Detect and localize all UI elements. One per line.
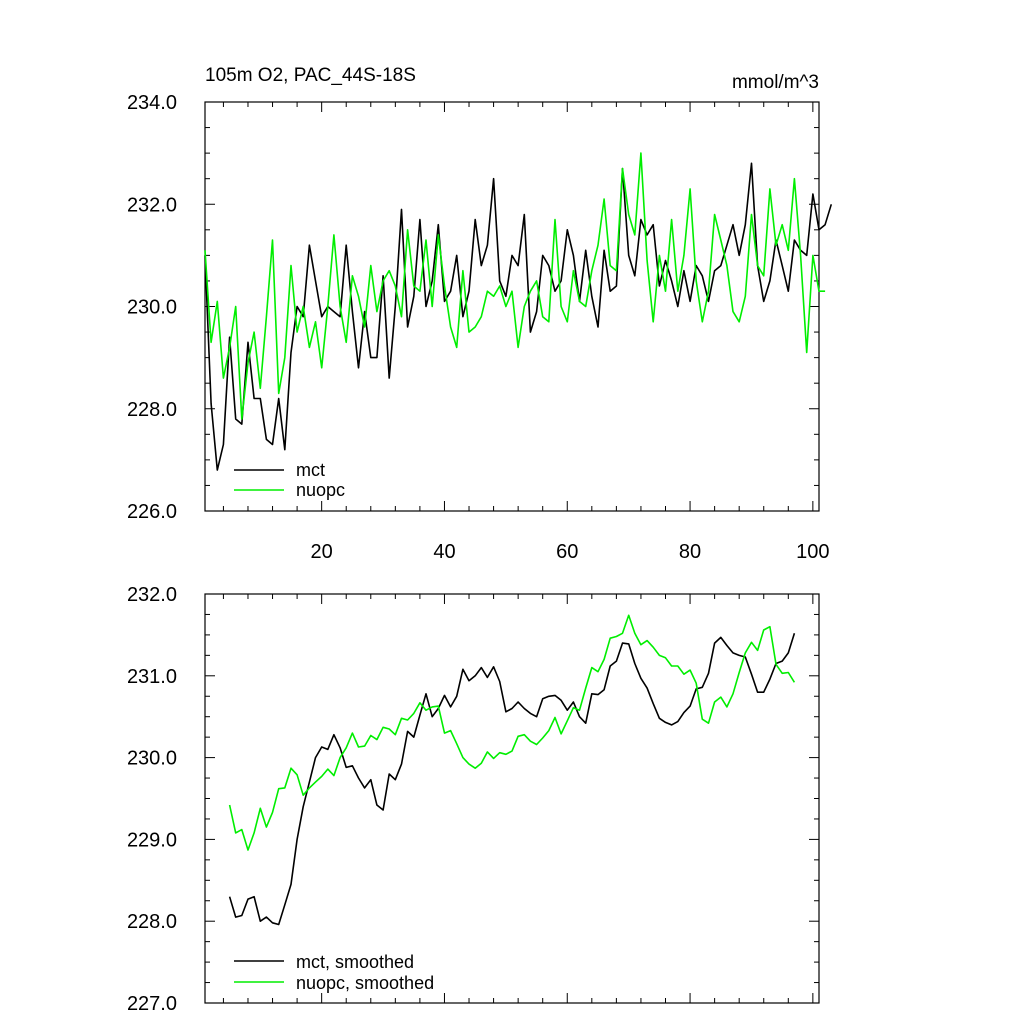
bottom-chart-lines xyxy=(228,614,796,926)
x-tick-label: 20 xyxy=(311,541,333,563)
y-tick-label: 229.0 xyxy=(127,829,177,851)
series-line-mct xyxy=(204,162,833,471)
legend-label-mct: mct xyxy=(296,460,325,480)
x-tick-label: 40 xyxy=(433,541,455,563)
bottom-chart-frame xyxy=(204,593,820,1004)
y-tick-label: 230.0 xyxy=(127,297,177,319)
top-chart-title: 105m O2, PAC_44S-18S xyxy=(205,65,416,86)
y-tick-label: 234.0 xyxy=(127,92,177,114)
x-tick-label: 100 xyxy=(796,541,829,563)
series-line-nuopc-smoothed xyxy=(228,614,796,851)
bottom-chart: 227.0 228.0 229.0 230.0 231.0 232.0 mct, smoo… xyxy=(127,584,820,1015)
y-tick-label: 228.0 xyxy=(127,399,177,421)
top-chart-legend: mct nuopc xyxy=(234,460,345,500)
top-chart-units: mmol/m^3 xyxy=(732,72,819,93)
x-tick-label: 80 xyxy=(679,541,701,563)
x-tick-label: 60 xyxy=(556,541,578,563)
top-chart-lines xyxy=(204,152,833,471)
top-chart-ticks: 226.0 228.0 230.0 232.0 234.0 20 40 60 80 100 xyxy=(127,92,830,563)
y-tick-label: 228.0 xyxy=(127,911,177,933)
y-tick-label: 231.0 xyxy=(127,666,177,688)
y-tick-label: 232.0 xyxy=(127,194,177,216)
series-line-nuopc xyxy=(204,152,826,420)
top-chart: 105m O2, PAC_44S-18S mmol/m^3 226.0 228.0… xyxy=(127,65,833,563)
legend-label-nuopc: nuopc xyxy=(296,480,345,500)
y-tick-label: 226.0 xyxy=(127,501,177,523)
y-tick-label: 227.0 xyxy=(127,993,177,1015)
bottom-chart-legend: mct, smoothed nuopc, smoothed xyxy=(234,952,434,993)
bottom-chart-ticks: 227.0 228.0 229.0 230.0 231.0 232.0 xyxy=(127,584,819,1015)
legend-label-mct-smoothed: mct, smoothed xyxy=(296,952,414,972)
series-line-mct-smoothed xyxy=(228,633,796,926)
y-tick-label: 230.0 xyxy=(127,748,177,770)
y-tick-label: 232.0 xyxy=(127,584,177,606)
legend-label-nuopc-smoothed: nuopc, smoothed xyxy=(296,973,434,993)
